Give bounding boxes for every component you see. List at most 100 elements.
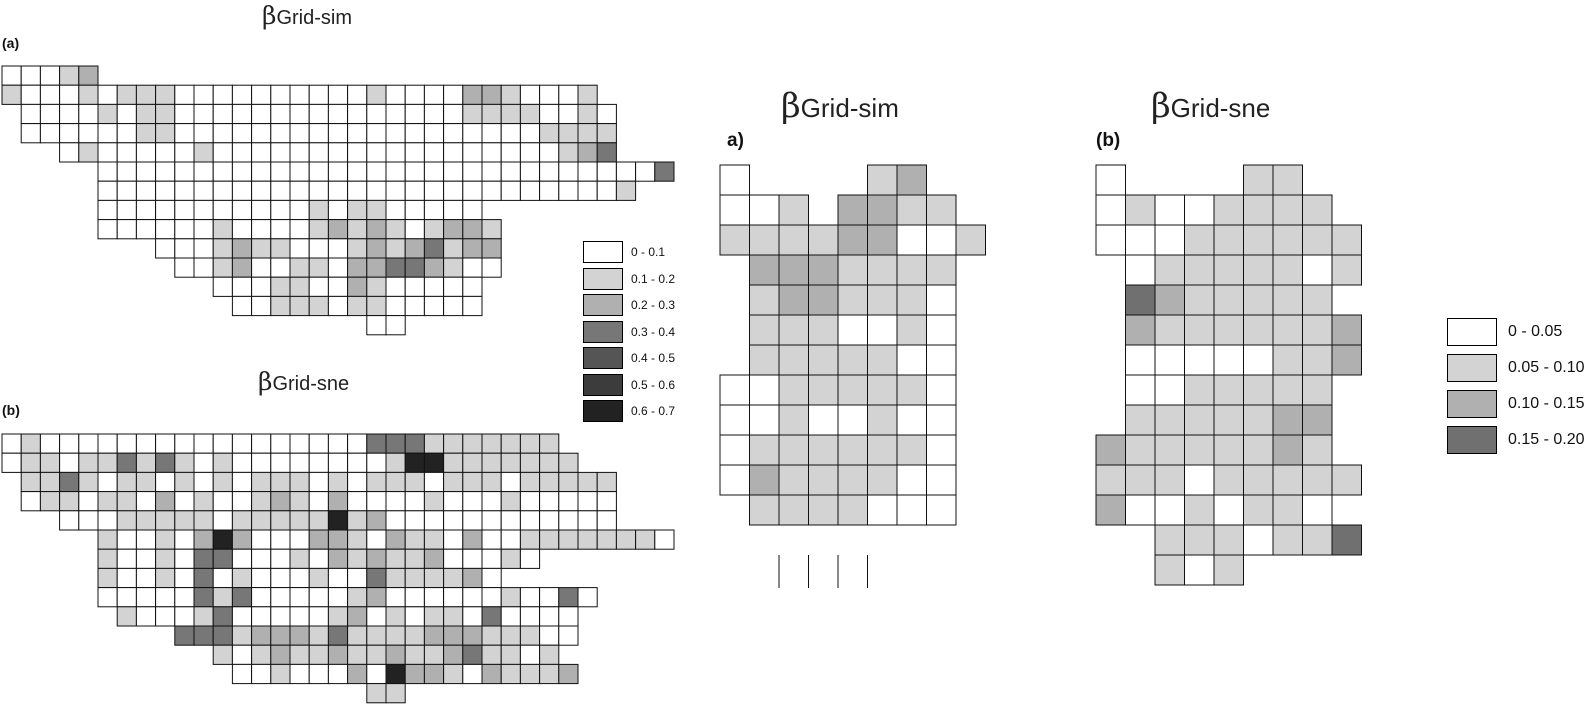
grid-cell xyxy=(347,606,368,627)
grid-cell xyxy=(174,452,195,473)
grid-cell xyxy=(1302,314,1333,346)
grid-cell xyxy=(719,224,750,256)
grid-cell xyxy=(443,491,464,512)
grid-cell xyxy=(596,142,617,163)
grid-cell xyxy=(500,433,521,454)
grid-cell xyxy=(462,491,483,512)
grid-cell xyxy=(1154,194,1185,226)
grid-cell xyxy=(404,433,425,454)
legend-label: 0.10 - 0.15 xyxy=(1508,395,1585,412)
grid-cell xyxy=(135,471,157,493)
grid-cell xyxy=(231,452,253,473)
grid-cell xyxy=(231,548,253,569)
grid-cell xyxy=(539,606,560,627)
grid-cell xyxy=(778,494,809,526)
grid-cell xyxy=(423,491,445,512)
grid-cell xyxy=(193,123,214,144)
grid-cell xyxy=(404,452,425,473)
grid-cell xyxy=(116,123,137,144)
grid-cell xyxy=(481,161,502,182)
grid-cell xyxy=(1272,194,1303,226)
grid-cell xyxy=(462,433,483,454)
grid-cell xyxy=(308,471,329,493)
grid-cell xyxy=(481,644,502,665)
grid-cell xyxy=(327,529,349,550)
grid-cell xyxy=(366,84,387,105)
grid-cell xyxy=(443,199,464,221)
grid-cell xyxy=(719,464,750,496)
grid-cell xyxy=(385,84,406,105)
grid-cell xyxy=(481,625,502,646)
grid-cell xyxy=(251,123,272,144)
grid-cell xyxy=(867,434,898,466)
grid-cell xyxy=(155,452,176,473)
grid-cell xyxy=(116,491,137,512)
grid-cell xyxy=(270,510,291,531)
grid-cell xyxy=(462,663,483,685)
grid-cell xyxy=(1154,554,1185,586)
grid-cell xyxy=(1331,314,1362,346)
grid-cell xyxy=(1243,194,1274,226)
grid-cell xyxy=(462,644,483,665)
grid-cell xyxy=(385,257,406,278)
grid-cell xyxy=(327,548,349,569)
grid-cell xyxy=(231,142,253,163)
grid-cell xyxy=(251,84,272,105)
grid-cell xyxy=(308,452,329,473)
grid-cell xyxy=(231,625,253,646)
grid-cell xyxy=(366,491,387,512)
grid-cell xyxy=(347,491,368,512)
grid-cell xyxy=(366,315,387,336)
grid-cell xyxy=(212,161,233,182)
legend-entry: 0.3 - 0.4 xyxy=(583,320,675,343)
grid-cell xyxy=(289,567,310,589)
grid-cell xyxy=(174,199,195,221)
grid-cell xyxy=(289,587,310,608)
grid-cell xyxy=(778,284,809,316)
grid-cell xyxy=(1302,284,1333,316)
grid-cell xyxy=(404,295,425,317)
grid-cell xyxy=(1,84,22,105)
grid-cell xyxy=(654,161,675,182)
grid-cell xyxy=(577,142,598,163)
grid-cell xyxy=(347,644,368,665)
grid-cell xyxy=(500,84,521,105)
grid-cell xyxy=(1184,494,1215,526)
grid-cell xyxy=(404,257,425,278)
grid-cell xyxy=(443,625,464,646)
grid-cell xyxy=(347,433,368,454)
grid-cell xyxy=(481,548,502,569)
grid-cell xyxy=(404,103,425,125)
grid-cell xyxy=(1184,404,1215,436)
grid-cell xyxy=(896,254,927,286)
grid-cell xyxy=(251,257,272,278)
grid-cell xyxy=(867,314,898,346)
legend-label: 0 - 0.1 xyxy=(631,245,666,259)
grid-cell xyxy=(1243,284,1274,316)
grid-cell xyxy=(749,404,780,436)
grid-cell xyxy=(231,103,253,125)
grid-cell xyxy=(251,238,272,259)
grid-cell xyxy=(481,529,502,550)
grid-cell xyxy=(1272,404,1303,436)
grid-cell xyxy=(926,464,957,496)
legend-entry: 0.1 - 0.2 xyxy=(583,267,675,290)
legend-label: 0 - 0.05 xyxy=(1508,323,1563,340)
grid-cell xyxy=(193,199,214,221)
grid-cell xyxy=(500,625,521,646)
grid-cell xyxy=(808,224,839,256)
grid-cell xyxy=(251,625,272,646)
grid-cell xyxy=(251,142,272,163)
legend-swatch xyxy=(583,347,623,369)
grid-cell xyxy=(1272,314,1303,346)
grid-cell xyxy=(174,123,195,144)
grid-cell xyxy=(289,471,310,493)
grid-cell xyxy=(1213,284,1244,316)
grid-cell xyxy=(251,180,272,201)
grid-cell xyxy=(347,276,368,297)
grid-cell xyxy=(896,434,927,466)
grid-cell xyxy=(778,404,809,436)
grid-cell xyxy=(155,219,176,240)
grid-cell xyxy=(1184,554,1215,586)
grid-cell xyxy=(1302,224,1333,256)
